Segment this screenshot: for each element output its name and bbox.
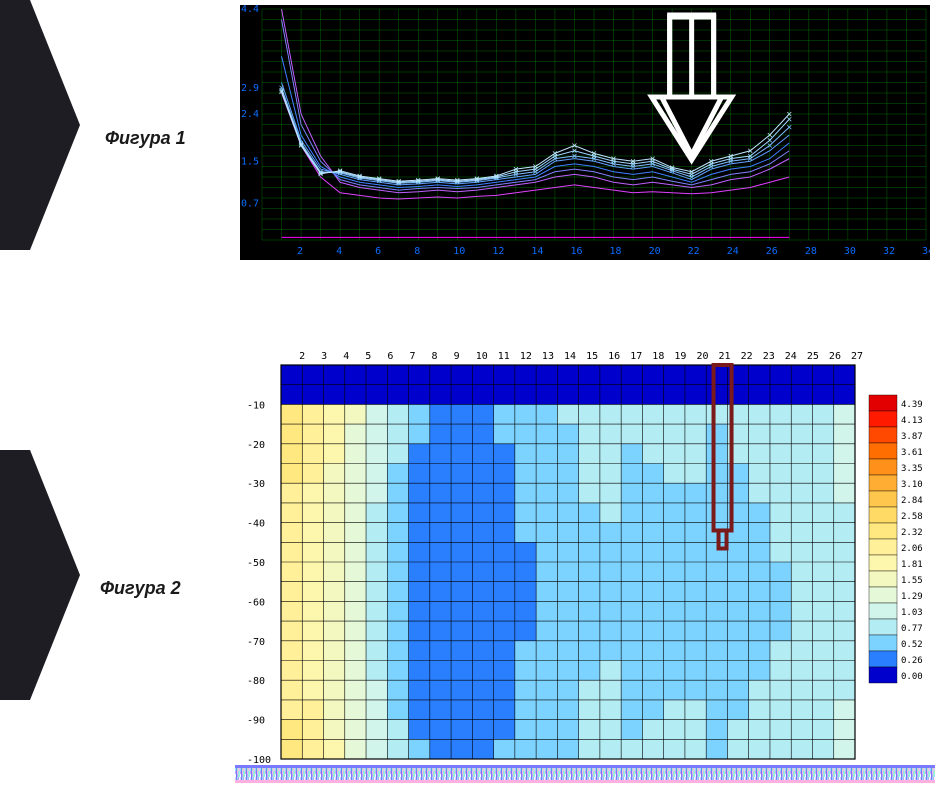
svg-text:-90: -90: [247, 716, 265, 727]
svg-text:10: 10: [453, 246, 465, 257]
svg-text:8: 8: [432, 351, 438, 362]
svg-text:18: 18: [610, 246, 622, 257]
svg-text:1.5: 1.5: [241, 156, 259, 167]
chart2-container: 2345678910111213141516171819202122232425…: [235, 345, 935, 765]
svg-text:34: 34: [922, 246, 930, 257]
svg-text:-10: -10: [247, 400, 265, 411]
chart1-plot: 2468101214161820222426283032340.71.52.42…: [240, 5, 930, 260]
svg-text:9: 9: [454, 351, 460, 362]
svg-text:2.9: 2.9: [241, 83, 259, 94]
svg-text:3.61: 3.61: [901, 448, 923, 458]
svg-text:3: 3: [321, 351, 327, 362]
svg-text:6: 6: [375, 246, 381, 257]
svg-text:30: 30: [844, 246, 856, 257]
svg-text:0.26: 0.26: [901, 656, 923, 666]
svg-text:4: 4: [343, 351, 349, 362]
svg-text:4.39: 4.39: [901, 400, 923, 410]
svg-text:-80: -80: [247, 676, 265, 687]
svg-text:0.7: 0.7: [241, 198, 259, 209]
chevron-poly-1: [0, 0, 80, 250]
svg-text:2: 2: [299, 351, 305, 362]
svg-text:21: 21: [719, 351, 731, 362]
svg-text:14: 14: [564, 351, 576, 362]
svg-text:12: 12: [520, 351, 532, 362]
chevron-shape-2: [0, 450, 80, 700]
svg-text:17: 17: [630, 351, 642, 362]
svg-text:-100: -100: [247, 755, 271, 765]
svg-text:28: 28: [805, 246, 817, 257]
svg-text:20: 20: [696, 351, 708, 362]
chevron-svg-1: [0, 0, 80, 250]
svg-text:2.32: 2.32: [901, 528, 923, 538]
svg-text:2.84: 2.84: [901, 496, 923, 506]
svg-text:7: 7: [409, 351, 415, 362]
svg-text:-50: -50: [247, 558, 265, 569]
svg-text:1.29: 1.29: [901, 592, 923, 602]
svg-text:22: 22: [688, 246, 700, 257]
footer-noise-bar: [235, 765, 935, 783]
svg-text:8: 8: [414, 246, 420, 257]
chevron-poly-2: [0, 450, 80, 700]
svg-text:22: 22: [741, 351, 753, 362]
svg-text:16: 16: [570, 246, 582, 257]
svg-text:0.00: 0.00: [901, 672, 923, 682]
chevron-shape-1: [0, 0, 80, 250]
svg-text:27: 27: [851, 351, 863, 362]
svg-text:2.58: 2.58: [901, 512, 923, 522]
svg-text:2.4: 2.4: [241, 109, 259, 120]
svg-text:18: 18: [652, 351, 664, 362]
figure-1-label: Фигура 1: [105, 128, 186, 149]
svg-text:20: 20: [649, 246, 661, 257]
svg-text:2.06: 2.06: [901, 544, 923, 554]
svg-text:24: 24: [727, 246, 739, 257]
svg-text:11: 11: [498, 351, 510, 362]
svg-text:19: 19: [674, 351, 686, 362]
svg-text:12: 12: [492, 246, 504, 257]
figure-2-label: Фигура 2: [100, 578, 181, 599]
svg-text:0.52: 0.52: [901, 640, 923, 650]
svg-text:-60: -60: [247, 597, 265, 608]
svg-text:3.35: 3.35: [901, 464, 923, 474]
svg-text:-40: -40: [247, 519, 265, 530]
svg-text:-30: -30: [247, 479, 265, 490]
noise-svg: [235, 765, 935, 783]
svg-text:4: 4: [336, 246, 342, 257]
svg-text:4.4: 4.4: [241, 5, 259, 15]
svg-text:14: 14: [531, 246, 543, 257]
svg-text:3.10: 3.10: [901, 480, 923, 490]
svg-text:26: 26: [766, 246, 778, 257]
chart1-container: 2468101214161820222426283032340.71.52.42…: [235, 0, 935, 265]
svg-text:1.03: 1.03: [901, 608, 923, 618]
svg-text:5: 5: [365, 351, 371, 362]
svg-text:-70: -70: [247, 637, 265, 648]
svg-text:16: 16: [608, 351, 620, 362]
svg-text:3.87: 3.87: [901, 432, 923, 442]
svg-text:-20: -20: [247, 440, 265, 451]
chart2-svg: 2345678910111213141516171819202122232425…: [235, 345, 935, 765]
chevron-svg-2: [0, 450, 80, 700]
svg-text:25: 25: [807, 351, 819, 362]
svg-text:1.55: 1.55: [901, 576, 923, 586]
svg-text:2: 2: [297, 246, 303, 257]
svg-text:4.13: 4.13: [901, 416, 923, 426]
svg-text:10: 10: [476, 351, 488, 362]
svg-text:13: 13: [542, 351, 554, 362]
svg-text:15: 15: [586, 351, 598, 362]
svg-text:24: 24: [785, 351, 797, 362]
svg-text:26: 26: [829, 351, 841, 362]
svg-text:6: 6: [387, 351, 393, 362]
chart1-svg: 2468101214161820222426283032340.71.52.42…: [240, 5, 930, 260]
svg-text:1.81: 1.81: [901, 560, 923, 570]
svg-text:32: 32: [883, 246, 895, 257]
svg-text:0.77: 0.77: [901, 624, 923, 634]
svg-text:23: 23: [763, 351, 775, 362]
